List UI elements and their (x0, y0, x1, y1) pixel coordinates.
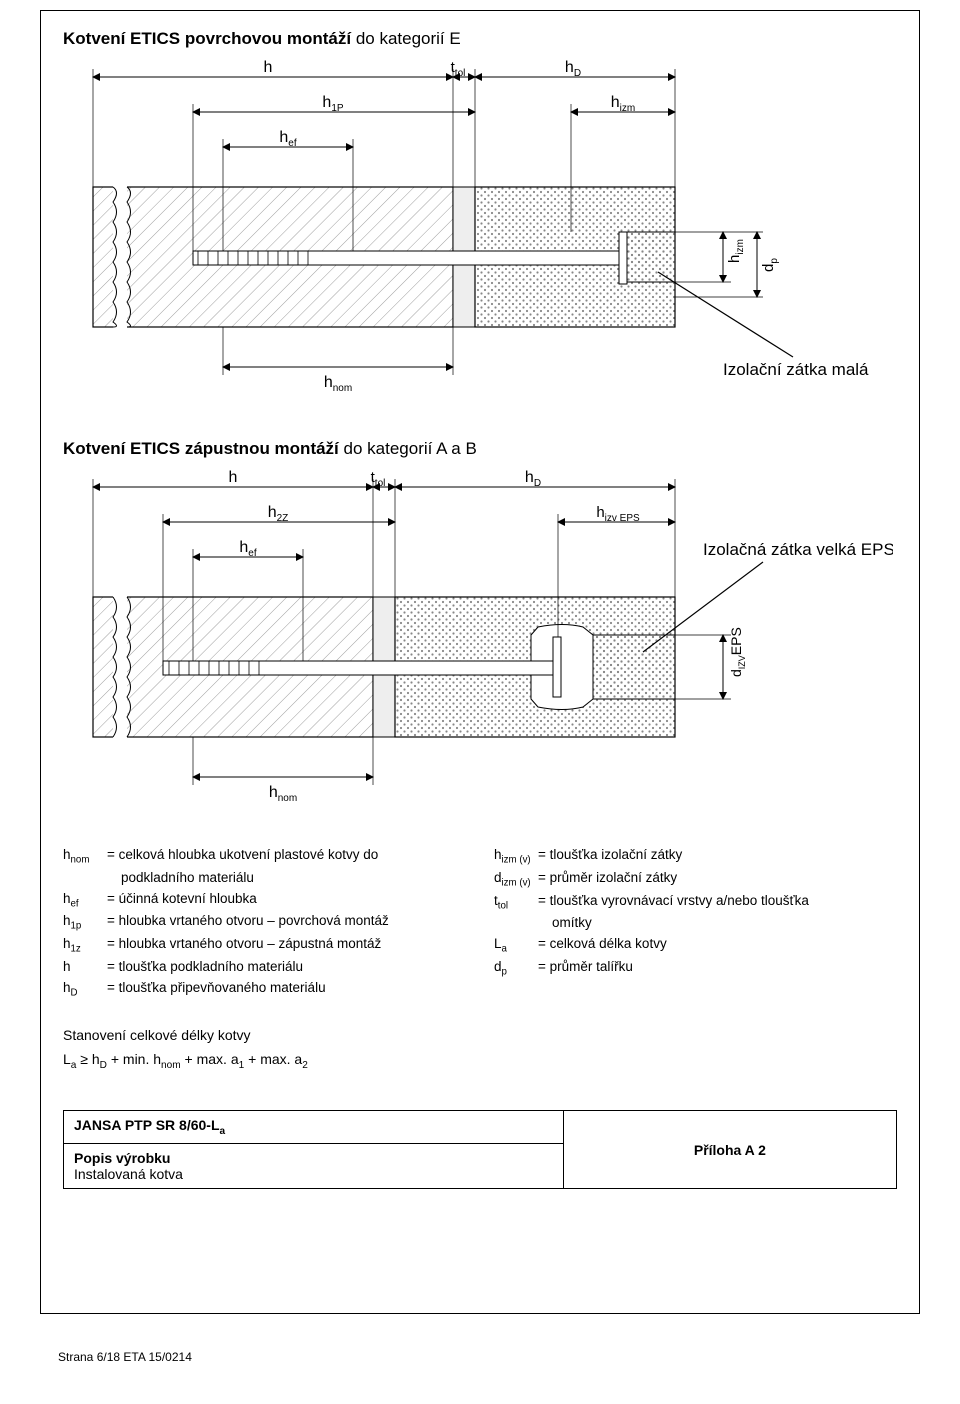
footer-product: JANSA PTP SR 8/60-La (64, 1111, 564, 1144)
svg-text:hD: hD (565, 59, 581, 79)
def-row: ttol= tloušťka vyrovnávací vrstvy a/nebo… (494, 891, 897, 914)
def-row: h1z= hloubka vrtaného otvoru – zápustná … (63, 934, 466, 957)
diagram-2: h ttol hD h2Z hizv EPS hef hnom (63, 467, 897, 827)
svg-text:hnom: hnom (269, 784, 297, 804)
def-row: La= celková délka kotvy (494, 934, 897, 957)
section2-title: Kotvení ETICS zápustnou montáží do kateg… (63, 439, 897, 459)
def-row: dizm (v)= průměr izolační zátky (494, 868, 897, 891)
def-row: hnom= celková hloubka ukotvení plastové … (63, 845, 466, 868)
def-row: h1p= hloubka vrtaného otvoru – povrchová… (63, 911, 466, 934)
svg-text:dIZVEPS: dIZVEPS (728, 627, 747, 677)
page-footer: Strana 6/18 ETA 15/0214 (58, 1350, 192, 1364)
diagram-1: h ttol hD h1P hizm hef hnom (63, 57, 897, 417)
footer-desc: Popis výrobku Instalovaná kotva (64, 1144, 564, 1189)
calc-title: Stanovení celkové délky kotvy (63, 1027, 897, 1043)
defs-right-col: hizm (v)= tloušťka izolační zátkydizm (v… (494, 845, 897, 1001)
svg-text:h: h (264, 59, 273, 76)
sec1-title-bold: Kotvení ETICS povrchovou montáží (63, 29, 351, 48)
def-row: hef= účinná kotevní hloubka (63, 889, 466, 912)
defs-left-col: hnom= celková hloubka ukotvení plastové … (63, 845, 466, 1001)
def-row: hizm (v)= tloušťka izolační zátky (494, 845, 897, 868)
definitions: hnom= celková hloubka ukotvení plastové … (63, 845, 897, 1001)
sec2-title-bold: Kotvení ETICS zápustnou montáží (63, 439, 339, 458)
calc-formula: La ≥ hD + min. hnom + max. a1 + max. a2 (63, 1051, 897, 1071)
label-small-plug: Izolační zátka malá (723, 360, 869, 379)
sec1-title-rest: do kategorií E (351, 29, 461, 48)
def-row: h= tloušťka podkladního materiálu (63, 957, 466, 978)
section1-title: Kotvení ETICS povrchovou montáží do kate… (63, 29, 897, 49)
def-row: hD= tloušťka připevňovaného materiálu (63, 978, 466, 1001)
svg-text:hizm: hizm (611, 94, 635, 114)
calc-section: Stanovení celkové délky kotvy La ≥ hD + … (63, 1027, 897, 1071)
label-big-plug: Izolačná zátka velká EPS (703, 540, 893, 559)
svg-text:h2Z: h2Z (268, 504, 289, 524)
svg-text:h: h (229, 469, 238, 486)
sec2-title-rest: do kategorií A a B (339, 439, 477, 458)
svg-text:h1P: h1P (322, 94, 343, 114)
svg-text:hizv EPS: hizv EPS (596, 504, 640, 524)
svg-text:hD: hD (525, 469, 541, 489)
svg-text:dp: dp (760, 258, 780, 272)
footer-block: JANSA PTP SR 8/60-La Příloha A 2 Popis v… (63, 1110, 897, 1189)
def-row: dp= průměr talířku (494, 957, 897, 980)
svg-text:hef: hef (279, 129, 296, 149)
footer-annex: Příloha A 2 (563, 1111, 896, 1189)
svg-text:hef: hef (239, 539, 256, 559)
svg-text:hizm: hizm (726, 239, 746, 263)
svg-text:hnom: hnom (324, 374, 352, 394)
